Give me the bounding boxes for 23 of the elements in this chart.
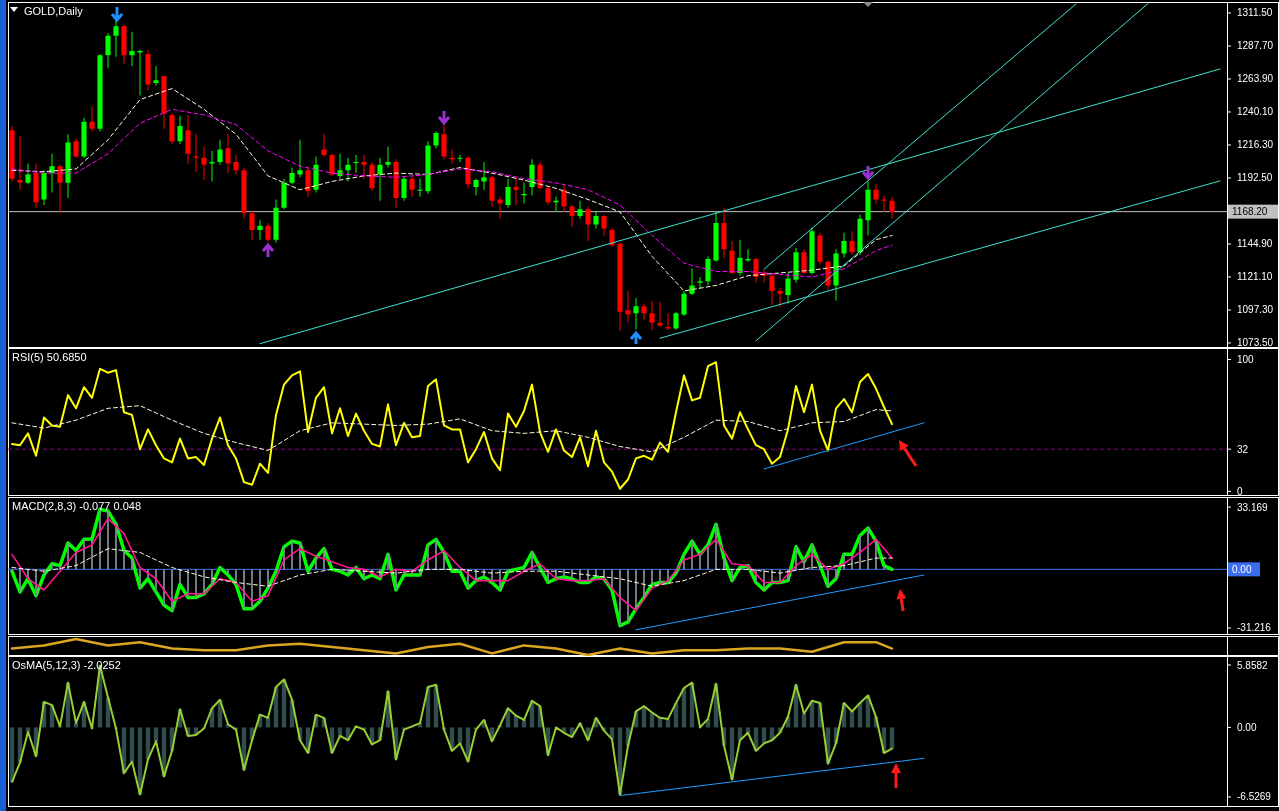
y-tick-label: 32 [1237,443,1249,455]
chart-title: RSI(5) 50.6850 [12,351,87,363]
y-tick-label: 33.169 [1237,501,1269,513]
y-tick-label: 5.8582 [1237,659,1269,671]
y-tick-label: 1263.90 [1237,73,1274,85]
y-tick-label: 0 [1237,485,1243,497]
ref-line-label: 1168.20 [1232,206,1268,218]
y-tick-label: 1097.30 [1237,304,1274,316]
y-tick-label: 1073.50 [1237,337,1274,349]
y-tick-label: 1287.70 [1237,40,1274,52]
y-tick-label: 1311.50 [1237,7,1273,19]
chart-title: GOLD,Daily [24,5,84,17]
y-tick-label: 1216.30 [1237,139,1274,151]
chart-title: MACD(2,8,3) -0.077 0.048 [12,500,142,512]
y-tick-label: -6.5269 [1237,791,1272,803]
y-tick-label: 1192.50 [1237,172,1273,184]
y-tick-label: 1121.10 [1237,271,1273,283]
y-tick-label: 1240.10 [1237,106,1274,118]
y-tick-label: 1144.90 [1237,238,1273,250]
chart-title: OsMA(5,12,3) -2.0252 [12,659,121,671]
y-tick-label: -31.216 [1237,622,1272,634]
y-tick-label: 0.00 [1237,721,1257,733]
y-tick-label: 100 [1237,354,1255,366]
